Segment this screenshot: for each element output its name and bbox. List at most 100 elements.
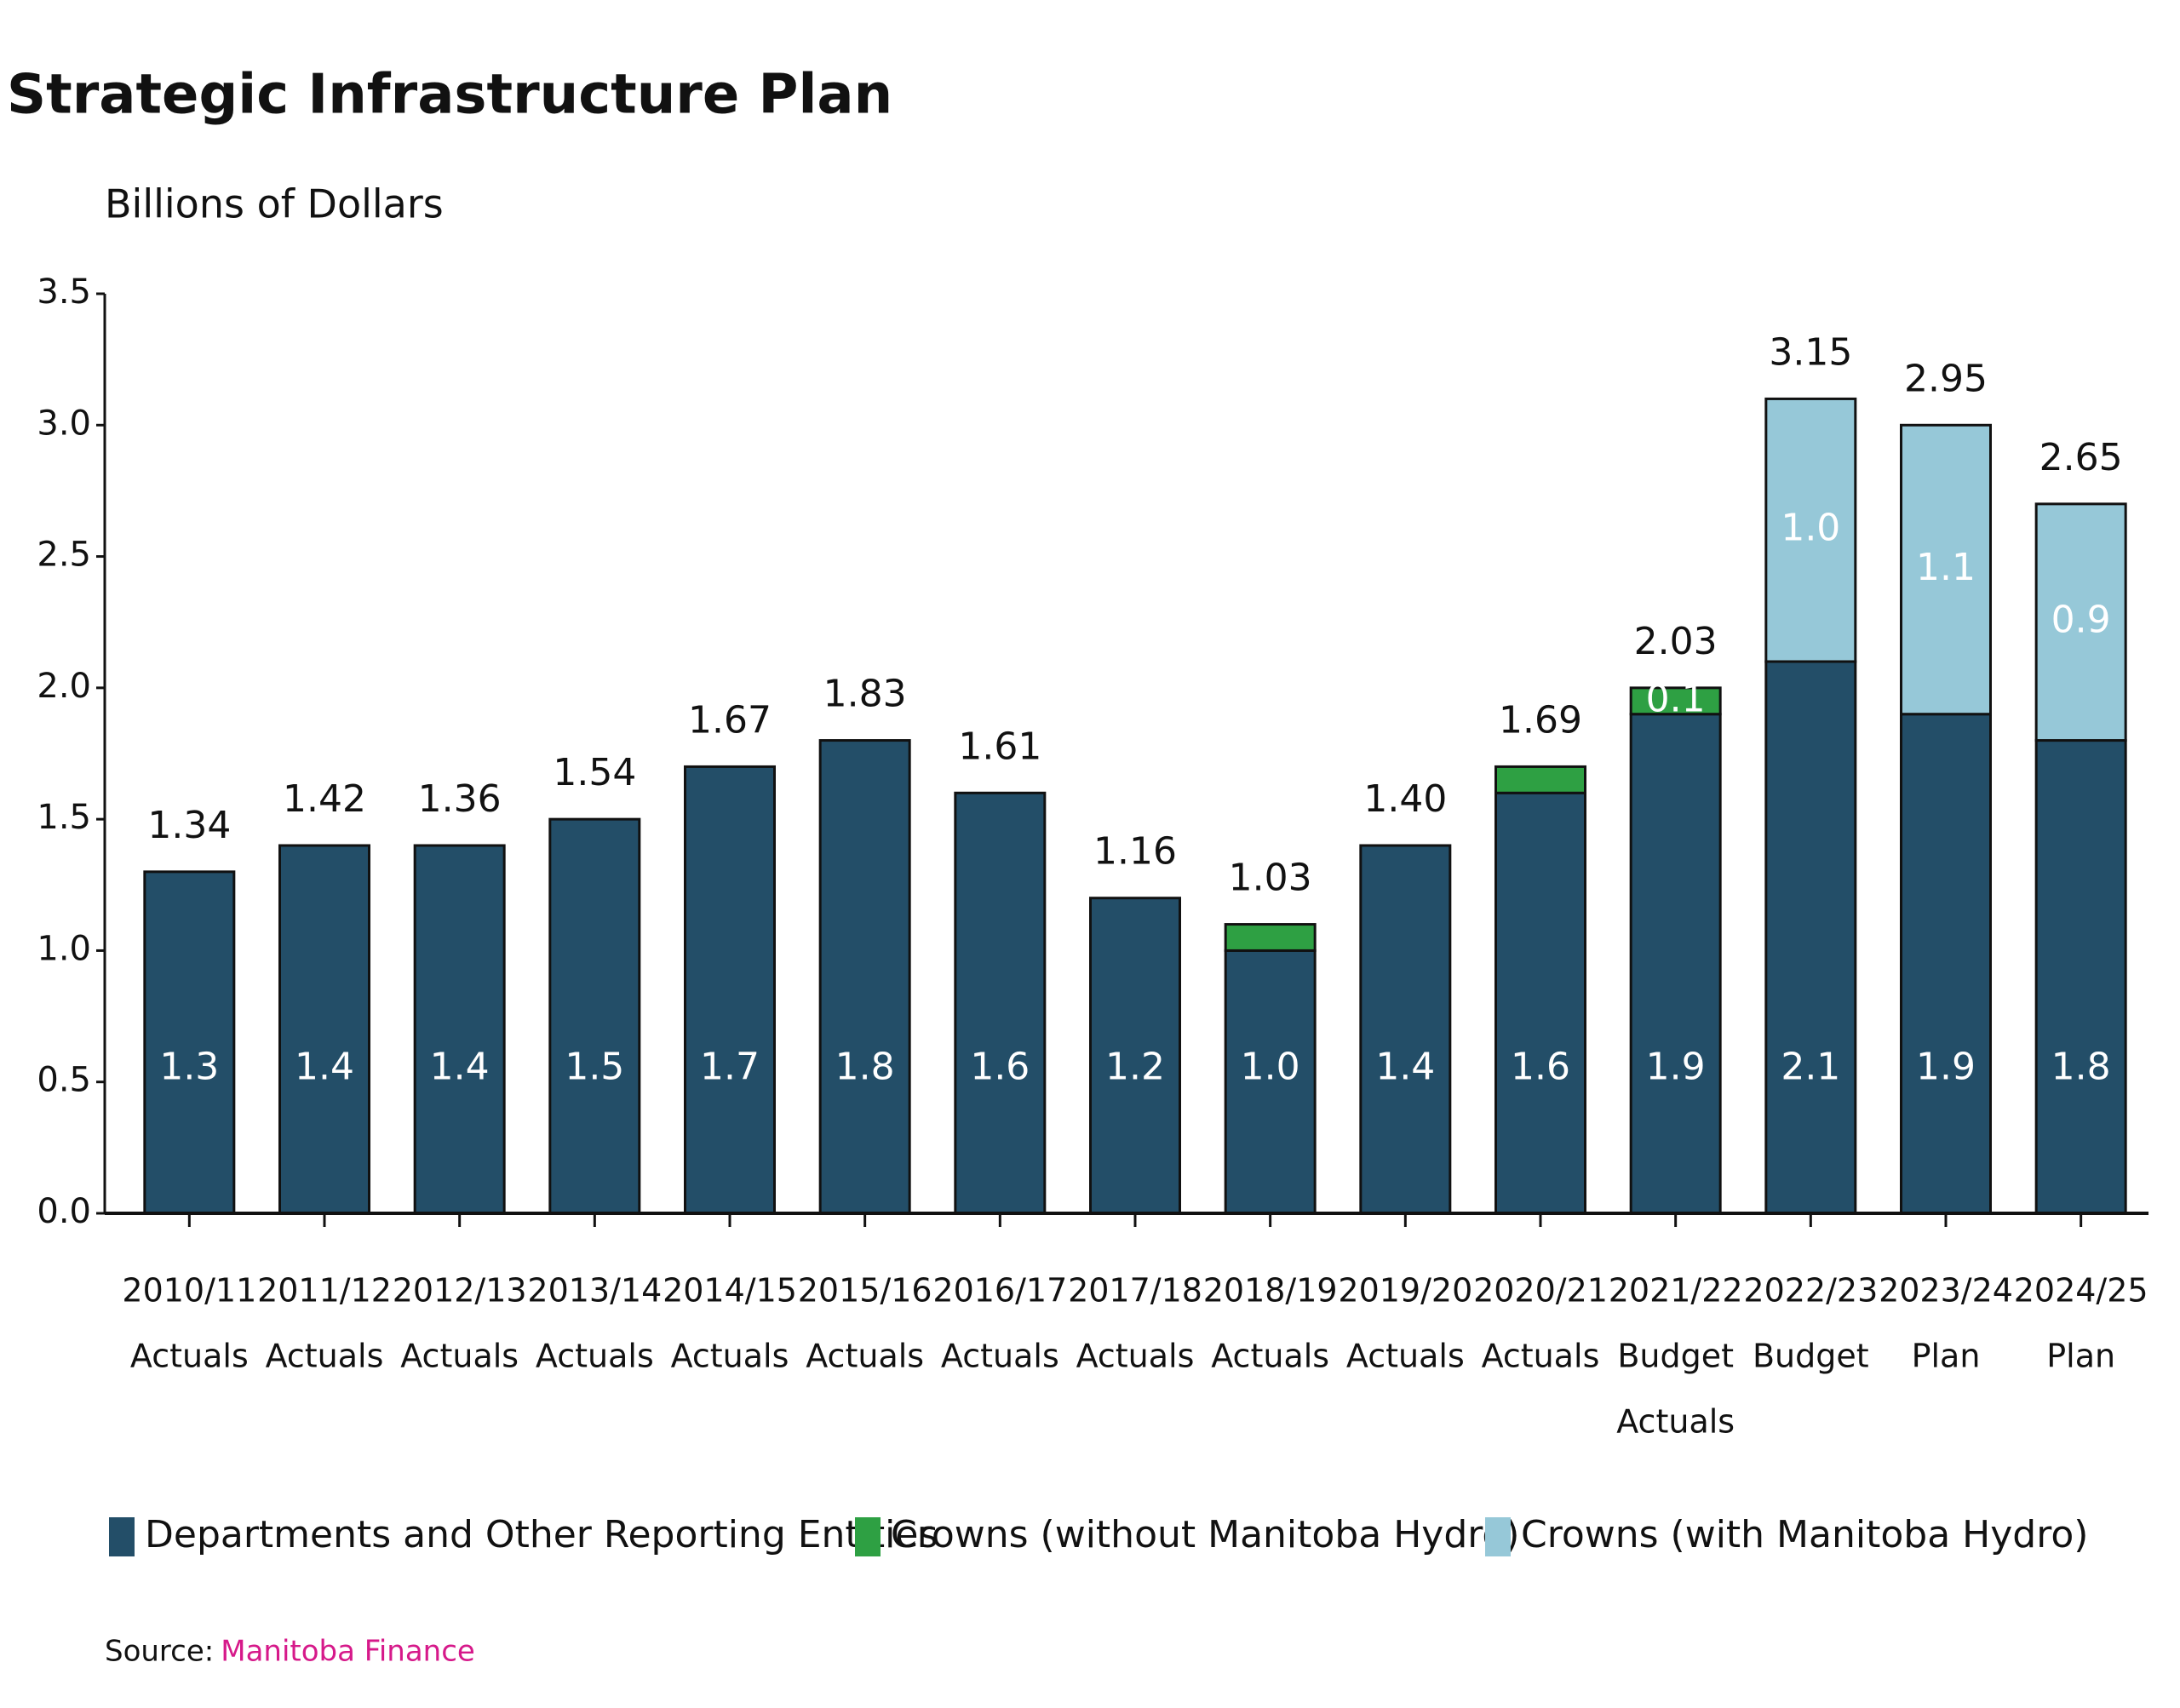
- x-tick-label: 2013/14: [527, 1272, 662, 1310]
- x-tick-label: 2016/17: [932, 1272, 1067, 1310]
- legend-swatch: [1485, 1517, 1511, 1556]
- segment-label: 1.2: [1105, 1045, 1165, 1088]
- x-tick-label: 2023/24: [1879, 1272, 2013, 1310]
- bar-segment: [1494, 791, 1586, 1215]
- total-label: 1.69: [1499, 698, 1582, 742]
- x-tick-label: Actuals: [536, 1338, 654, 1375]
- total-label: 2.03: [1634, 620, 1718, 663]
- x-tick-label: 2015/16: [798, 1272, 932, 1310]
- bar-segment: [954, 791, 1047, 1215]
- y-tick-label: 0.5: [37, 1061, 91, 1100]
- total-label: 3.15: [1769, 330, 1852, 374]
- bar-segment: [2034, 502, 2127, 742]
- total-label: 1.36: [418, 777, 502, 821]
- segment-label: 1.7: [700, 1045, 760, 1088]
- x-tick-label: Actuals: [1076, 1338, 1195, 1375]
- subtitle: Billions of Dollars: [105, 181, 444, 227]
- y-tick-label: 3.0: [37, 404, 91, 443]
- x-tick-label: Actuals: [1482, 1338, 1600, 1375]
- bar-segment: [818, 739, 911, 1215]
- y-tick-label: 1.5: [37, 798, 91, 837]
- bar-segment: [143, 870, 236, 1215]
- x-tick-label: Plan: [1912, 1338, 1981, 1375]
- bar-segment: [1900, 423, 1992, 716]
- source-label: Source:: [105, 1635, 214, 1669]
- bar-segment: [413, 844, 506, 1215]
- segment-label: 1.9: [1916, 1045, 1976, 1088]
- segment-label: 1.9: [1646, 1045, 1706, 1088]
- x-tick-label: 2024/25: [2014, 1272, 2148, 1310]
- legend-label: Crowns (without Manitoba Hydro): [891, 1513, 1519, 1556]
- x-tick-label: Actuals: [941, 1338, 1059, 1375]
- segment-label: 1.8: [835, 1045, 895, 1088]
- x-tick-label: 2011/12: [257, 1272, 392, 1310]
- bar-segment: [1764, 397, 1857, 663]
- segment-label: 0.1: [1646, 677, 1706, 720]
- x-tick-label: Actuals: [671, 1338, 789, 1375]
- total-label: 1.54: [553, 751, 636, 794]
- segment-label: 1.8: [2051, 1045, 2111, 1088]
- bar-segment: [1629, 686, 1722, 716]
- total-label: 1.34: [147, 804, 231, 847]
- total-label: 1.42: [283, 777, 366, 821]
- segment-label: 1.0: [1241, 1045, 1300, 1088]
- segment-label: 1.0: [1781, 507, 1840, 550]
- total-label: 1.40: [1363, 777, 1447, 821]
- segment-label: 1.6: [1511, 1045, 1570, 1088]
- x-tick-label: 2014/15: [663, 1272, 797, 1310]
- segment-label: 1.4: [430, 1045, 490, 1088]
- bar-segment: [1764, 660, 1857, 1215]
- total-label: 2.95: [1904, 357, 1988, 400]
- x-tick-label: Actuals: [1616, 1403, 1735, 1441]
- segment-label: 1.4: [1375, 1045, 1435, 1088]
- total-label: 2.65: [2039, 436, 2123, 479]
- segment-label: 1.1: [1916, 546, 1976, 589]
- x-tick-label: 2018/19: [1203, 1272, 1338, 1310]
- x-tick-label: Plan: [2046, 1338, 2115, 1375]
- bar-segment: [548, 817, 641, 1215]
- chart-title: Strategic Infrastructure Plan: [7, 64, 892, 127]
- bar-segment: [1900, 713, 1992, 1215]
- x-tick-label: 2012/13: [393, 1272, 527, 1310]
- x-tick-label: Actuals: [1211, 1338, 1329, 1375]
- total-label: 1.83: [823, 673, 907, 716]
- total-label: 1.16: [1093, 830, 1177, 874]
- x-tick-label: Actuals: [1346, 1338, 1465, 1375]
- x-tick-label: Budget: [1617, 1338, 1734, 1375]
- x-tick-label: Budget: [1753, 1338, 1869, 1375]
- segment-label: 2.1: [1781, 1045, 1840, 1088]
- bar-segment: [2034, 739, 2127, 1215]
- total-label: 1.03: [1229, 857, 1312, 900]
- bar-segment: [278, 844, 370, 1215]
- legend-label: Departments and Other Reporting Entities: [145, 1513, 938, 1556]
- x-tick-label: 2020/21: [1473, 1272, 1608, 1310]
- x-tick-label: 2019/20: [1338, 1272, 1472, 1310]
- legend-swatch: [109, 1517, 135, 1556]
- bar-segment: [1224, 923, 1317, 952]
- segment-label: 0.9: [2051, 599, 2111, 642]
- y-tick-label: 1.0: [37, 929, 91, 968]
- segment-label: 1.3: [159, 1045, 219, 1088]
- x-tick-label: Actuals: [400, 1338, 519, 1375]
- x-tick-label: Actuals: [266, 1338, 384, 1375]
- x-tick-label: 2022/23: [1743, 1272, 1878, 1310]
- segment-label: 1.6: [970, 1045, 1030, 1088]
- legend-label: Crowns (with Manitoba Hydro): [1521, 1513, 2088, 1556]
- x-tick-label: 2010/11: [122, 1272, 256, 1310]
- x-tick-label: 2017/18: [1068, 1272, 1202, 1310]
- bar-segment: [1629, 713, 1722, 1215]
- source-text: Manitoba Finance: [221, 1635, 475, 1669]
- segment-label: 1.4: [295, 1045, 354, 1088]
- y-tick-label: 0.0: [37, 1192, 91, 1231]
- segment-label: 1.5: [565, 1045, 624, 1088]
- y-tick-label: 2.0: [37, 667, 91, 706]
- x-tick-label: Actuals: [806, 1338, 924, 1375]
- y-tick-label: 3.5: [37, 272, 91, 312]
- total-label: 1.67: [688, 698, 772, 742]
- legend-swatch: [855, 1517, 881, 1556]
- bar-segment: [1359, 844, 1452, 1215]
- x-tick-label: Actuals: [130, 1338, 249, 1375]
- bar-segment: [684, 765, 776, 1215]
- y-tick-label: 2.5: [37, 536, 91, 575]
